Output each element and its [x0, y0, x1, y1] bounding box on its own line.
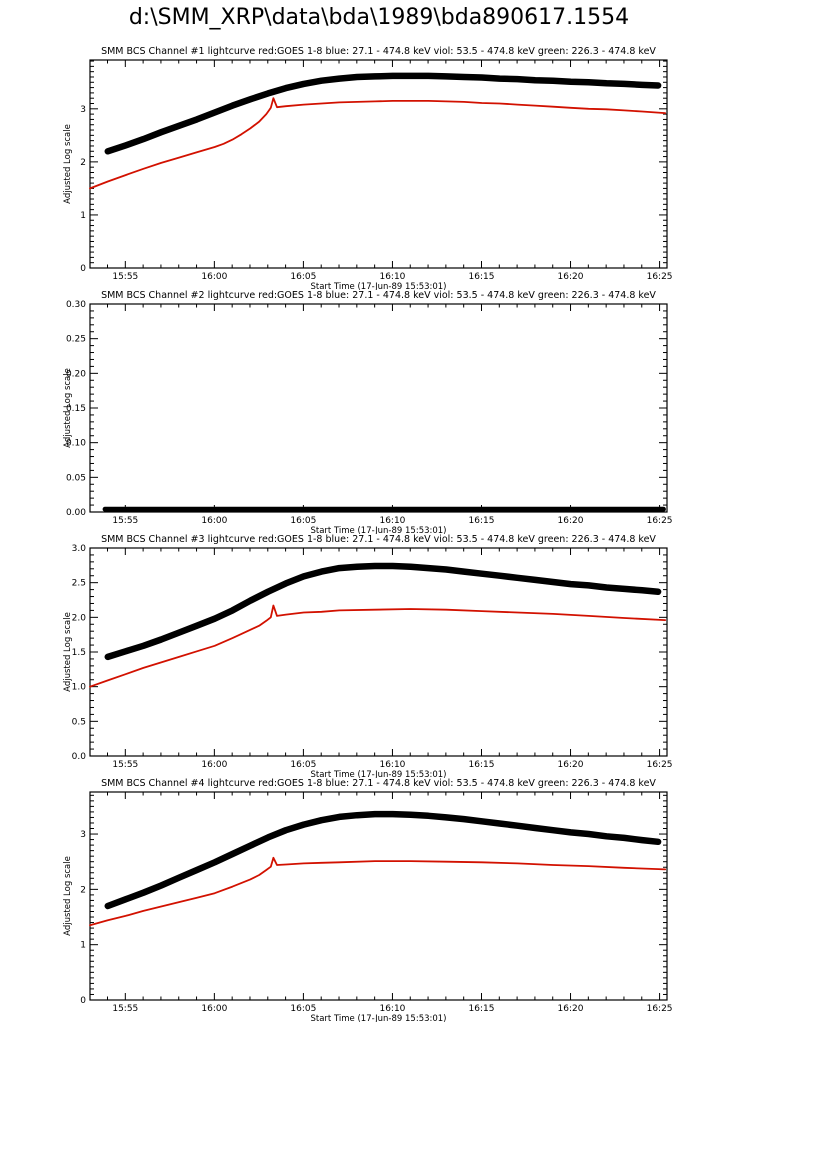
series-bcs-black [104, 562, 662, 661]
x-tick-label: 16:10 [379, 516, 405, 526]
y-tick-label: 0.20 [66, 369, 86, 379]
y-tick-label: 3 [80, 105, 86, 115]
channel-1-panel: SMM BCS Channel #1 lightcurve red:GOES 1… [0, 44, 826, 294]
x-tick-label: 16:20 [558, 1004, 584, 1014]
channel-2-lightcurve-chart: SMM BCS Channel #2 lightcurve red:GOES 1… [63, 290, 673, 536]
y-tick-label: 1 [80, 941, 86, 951]
channel-4-lightcurve-chart: SMM BCS Channel #4 lightcurve red:GOES 1… [63, 778, 673, 1024]
y-axis-label: Adjusted Log scale [63, 124, 73, 204]
x-tick-label: 16:20 [558, 516, 584, 526]
chart-title: SMM BCS Channel #1 lightcurve red:GOES 1… [101, 46, 656, 57]
y-tick-label: 0.5 [72, 717, 86, 727]
x-tick-label: 16:25 [647, 760, 673, 770]
y-tick-label: 0 [80, 996, 86, 1006]
x-tick-label: 15:55 [112, 272, 138, 282]
x-tick-label: 16:10 [379, 272, 405, 282]
plot-frame [89, 547, 668, 757]
plot-frame [89, 791, 668, 1001]
page-title: d:\SMM_XRP\data\bda\1989\bda890617.1554 [128, 5, 630, 30]
x-tick-label: 16:10 [379, 760, 405, 770]
plot-frame [89, 59, 668, 269]
axis-ticks [90, 547, 667, 757]
y-axis-label: Adjusted Log scale [63, 612, 73, 692]
y-tick-label: 0.30 [66, 300, 86, 310]
series-bcs-black [104, 72, 662, 155]
channel-1-lightcurve-chart: SMM BCS Channel #1 lightcurve red:GOES 1… [63, 46, 673, 292]
x-axis-label: Start Time (17-Jun-89 15:53:01) [311, 770, 447, 778]
channel-3-lightcurve-chart: SMM BCS Channel #3 lightcurve red:GOES 1… [63, 534, 673, 780]
y-axis-label: Adjusted Log scale [63, 368, 73, 448]
x-tick-label: 16:05 [290, 760, 316, 770]
x-tick-label: 16:25 [647, 272, 673, 282]
x-tick-label: 16:05 [290, 272, 316, 282]
x-axis-label: Start Time (17-Jun-89 15:53:01) [311, 526, 447, 534]
x-tick-label: 16:05 [290, 516, 316, 526]
x-tick-label: 16:15 [469, 272, 495, 282]
y-tick-label: 2 [80, 158, 86, 168]
x-tick-label: 16:20 [558, 760, 584, 770]
x-tick-label: 16:15 [469, 1004, 495, 1014]
x-tick-label: 15:55 [112, 1004, 138, 1014]
x-tick-label: 16:00 [201, 1004, 227, 1014]
x-tick-label: 16:00 [201, 760, 227, 770]
x-tick-label: 16:00 [201, 516, 227, 526]
chart-title: SMM BCS Channel #3 lightcurve red:GOES 1… [101, 534, 656, 545]
series-goes-red [89, 604, 667, 688]
channel-3-panel: SMM BCS Channel #3 lightcurve red:GOES 1… [0, 532, 826, 782]
y-tick-label: 2 [80, 885, 86, 895]
y-tick-label: 1.0 [72, 683, 87, 693]
x-tick-label: 16:20 [558, 272, 584, 282]
channel-2-panel: SMM BCS Channel #2 lightcurve red:GOES 1… [0, 288, 826, 538]
x-tick-label: 16:15 [469, 516, 495, 526]
channel-4-panel: SMM BCS Channel #4 lightcurve red:GOES 1… [0, 776, 826, 1026]
x-tick-label: 16:25 [647, 516, 673, 526]
y-tick-label: 2.5 [72, 579, 86, 589]
axis-ticks [90, 303, 667, 513]
x-tick-label: 16:10 [379, 1004, 405, 1014]
x-tick-label: 16:25 [647, 1004, 673, 1014]
y-tick-label: 0.00 [66, 508, 86, 518]
series-goes-red [89, 97, 667, 190]
y-tick-label: 0.0 [72, 752, 87, 762]
plot-frame [89, 303, 668, 513]
x-tick-label: 16:15 [469, 760, 495, 770]
x-axis-label: Start Time (17-Jun-89 15:53:01) [311, 282, 447, 290]
y-tick-label: 1 [80, 211, 86, 221]
series-goes-red [89, 856, 667, 927]
y-tick-label: 3.0 [72, 544, 87, 554]
x-tick-label: 16:00 [201, 272, 227, 282]
chart-title: SMM BCS Channel #2 lightcurve red:GOES 1… [101, 290, 656, 301]
x-axis-label: Start Time (17-Jun-89 15:53:01) [311, 1014, 447, 1022]
y-tick-label: 3 [80, 830, 86, 840]
axis-ticks [90, 792, 667, 1001]
x-tick-label: 16:05 [290, 1004, 316, 1014]
axis-ticks [90, 60, 667, 269]
x-tick-label: 15:55 [112, 760, 138, 770]
y-tick-label: 0 [80, 264, 86, 274]
x-tick-label: 15:55 [112, 516, 138, 526]
y-tick-label: 0.10 [66, 439, 86, 449]
y-tick-label: 2.0 [72, 613, 87, 623]
series-bcs-black [104, 810, 662, 910]
y-axis-label: Adjusted Log scale [63, 856, 73, 936]
y-tick-label: 0.25 [66, 335, 86, 345]
y-tick-label: 0.15 [66, 404, 86, 414]
chart-title: SMM BCS Channel #4 lightcurve red:GOES 1… [101, 778, 656, 789]
y-tick-label: 0.05 [66, 473, 86, 483]
y-tick-label: 1.5 [72, 648, 86, 658]
